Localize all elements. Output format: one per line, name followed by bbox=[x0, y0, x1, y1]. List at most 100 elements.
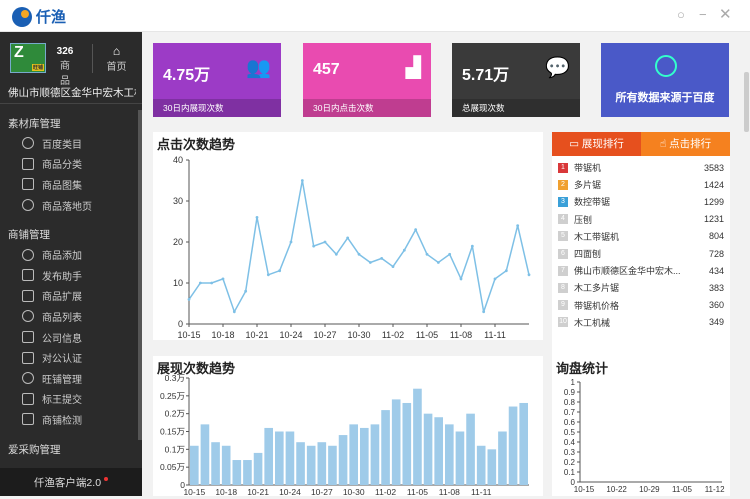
x-tick-label: 10-27 bbox=[311, 487, 333, 496]
rank-row[interactable]: 7 佛山市顺德区金华中宏木... 434 bbox=[552, 262, 730, 279]
client-version-label: 仟渔客户端2.0 bbox=[33, 476, 102, 489]
sidebar-item[interactable]: 对公认证 bbox=[0, 347, 142, 368]
stat-label: 总展现次数 bbox=[452, 99, 580, 117]
bar bbox=[402, 402, 412, 485]
rank-row[interactable]: 2 多片锯 1424 bbox=[552, 176, 730, 193]
sidebar-item[interactable]: 公司信息 bbox=[0, 327, 142, 348]
bar bbox=[349, 424, 358, 485]
x-tick-label: 10-15 bbox=[177, 330, 200, 340]
menu-item-icon bbox=[22, 269, 34, 282]
rank-keyword: 带锯机 bbox=[574, 163, 602, 174]
home-button[interactable]: ⌂ 首页 bbox=[92, 44, 140, 73]
menu-group: 素材库管理 bbox=[8, 118, 61, 130]
x-tick-label: 10-18 bbox=[211, 330, 234, 340]
sidebar-item[interactable]: 商铺检测 bbox=[0, 409, 142, 430]
close-icon[interactable]: ✕ bbox=[719, 6, 732, 23]
sidebar-item[interactable]: 旺铺管理 bbox=[0, 368, 142, 389]
tab-click-rank[interactable]: ☝ 点击排行 bbox=[641, 132, 730, 156]
sidebar-item-label: 发布助手 bbox=[42, 271, 82, 283]
rank-row[interactable]: 5 木工带锯机 804 bbox=[552, 228, 730, 245]
menu-group: 爱采购管理 bbox=[8, 443, 61, 456]
baidu-logo-icon bbox=[655, 55, 677, 77]
rank-row[interactable]: 9 带锯机价格 360 bbox=[552, 297, 730, 314]
rank-row[interactable]: 3 数控带锯 1299 bbox=[552, 193, 730, 210]
sidebar-item-label: 商品分类 bbox=[42, 160, 82, 172]
menu-item-icon bbox=[22, 331, 34, 344]
impression-trend-chart: 0 0.05万 0.1万 0.15万 0.2万 0.25万 0.3万 10-15 10-18 10… bbox=[160, 373, 529, 497]
bar bbox=[243, 460, 252, 485]
shop-avatar[interactable]: Z 旺铺 bbox=[10, 43, 46, 73]
sidebar-item-label: 商品图集 bbox=[42, 180, 82, 192]
sidebar-item[interactable]: 发布助手 bbox=[0, 265, 142, 286]
y-tick-label: 0.1万 bbox=[165, 444, 185, 454]
sidebar-scrollbar[interactable] bbox=[138, 110, 142, 440]
sidebar-item[interactable]: 商品添加 bbox=[0, 244, 142, 265]
tab-impression-rank-label: 展现排行 bbox=[581, 138, 624, 150]
home-icon: ⌂ bbox=[112, 44, 121, 58]
y-tick-label: 40 bbox=[173, 155, 183, 165]
sidebar-item[interactable]: 百度类目 bbox=[0, 133, 142, 154]
dashboard: 4.75万 👥 30日内展现次数 457 ▟ 30日内点击次数 5.71万 💬 … bbox=[142, 32, 750, 497]
sidebar-item-label: 旺铺管理 bbox=[42, 374, 82, 386]
y-tick-label: 0.3 bbox=[564, 448, 576, 457]
bar bbox=[519, 402, 528, 485]
x-tick-label: 10-18 bbox=[215, 487, 237, 496]
y-tick-label: 0.05万 bbox=[160, 462, 185, 472]
rank-number: 10 bbox=[558, 317, 568, 328]
x-tick-label: 11-05 bbox=[407, 487, 428, 496]
rank-number: 4 bbox=[558, 214, 568, 225]
stat-label: 30日内点击次数 bbox=[303, 99, 431, 117]
rank-row[interactable]: 4 压刨 1231 bbox=[552, 211, 730, 228]
data-point bbox=[516, 224, 520, 227]
data-point bbox=[312, 244, 316, 248]
app-name: 仟渔 bbox=[36, 9, 67, 26]
x-tick-label: 10-30 bbox=[347, 330, 370, 340]
data-point bbox=[255, 216, 259, 219]
sidebar-item[interactable]: 标王提交 bbox=[0, 389, 142, 410]
x-tick-label: 11-08 bbox=[450, 330, 472, 340]
data-point bbox=[278, 269, 282, 273]
sidebar-item[interactable]: 商品扩展 bbox=[0, 286, 142, 307]
data-point bbox=[187, 298, 191, 301]
rank-number: 9 bbox=[558, 300, 568, 311]
sidebar-item-label: 公司信息 bbox=[42, 333, 82, 345]
sidebar-item[interactable]: 商品列表 bbox=[0, 306, 142, 327]
rank-row[interactable]: 10 木工机械 349 bbox=[552, 314, 730, 331]
home-label: 首页 bbox=[106, 62, 127, 73]
rank-value: 360 bbox=[708, 300, 724, 311]
sidebar-item[interactable]: 商品落地页 bbox=[0, 195, 142, 216]
data-point bbox=[346, 236, 350, 240]
data-point bbox=[436, 261, 440, 264]
y-tick-label: 0.9 bbox=[564, 388, 576, 397]
rank-row[interactable]: 8 木工多片锯 383 bbox=[552, 279, 730, 296]
sidebar-item-label: 商品扩展 bbox=[42, 292, 82, 304]
sidebar-item-label: 标王提交 bbox=[42, 395, 82, 407]
bar bbox=[285, 431, 295, 485]
product-count-label: 商品 bbox=[60, 61, 70, 87]
y-tick-label: 0.1 bbox=[564, 468, 576, 477]
sidebar-item[interactable]: 商品图集 bbox=[0, 174, 142, 195]
main-scrollbar[interactable] bbox=[744, 72, 749, 132]
x-tick-label: 11-02 bbox=[375, 487, 396, 496]
client-version[interactable]: 仟渔客户端2.0 bbox=[0, 468, 142, 496]
tab-impression-rank[interactable]: ▭ 展现排行 bbox=[552, 132, 641, 156]
app-logo: 仟渔 bbox=[12, 6, 66, 27]
data-point bbox=[391, 265, 395, 268]
rank-keyword: 木工多片锯 bbox=[574, 283, 620, 294]
rank-keyword: 木工带锯机 bbox=[574, 231, 620, 242]
menu-item-icon bbox=[22, 392, 34, 405]
rank-keyword: 多片锯 bbox=[574, 180, 602, 191]
y-tick-label: 0 bbox=[571, 478, 576, 487]
bar bbox=[445, 424, 454, 485]
minimize-icon[interactable]: ○ bbox=[677, 7, 685, 22]
rank-row[interactable]: 6 四面刨 728 bbox=[552, 245, 730, 262]
baidu-source-text: 所有数据来源于百度 bbox=[615, 92, 715, 104]
product-count[interactable]: 326 商品 bbox=[56, 46, 74, 87]
maximize-icon[interactable]: − bbox=[699, 7, 707, 22]
rank-row[interactable]: 1 带锯机 3583 bbox=[552, 159, 730, 176]
bar bbox=[476, 445, 486, 485]
sidebar-item[interactable]: 商品分类 bbox=[0, 154, 142, 175]
bar bbox=[413, 388, 422, 485]
rank-number: 6 bbox=[558, 248, 568, 259]
x-tick-label: 11-11 bbox=[471, 487, 492, 496]
